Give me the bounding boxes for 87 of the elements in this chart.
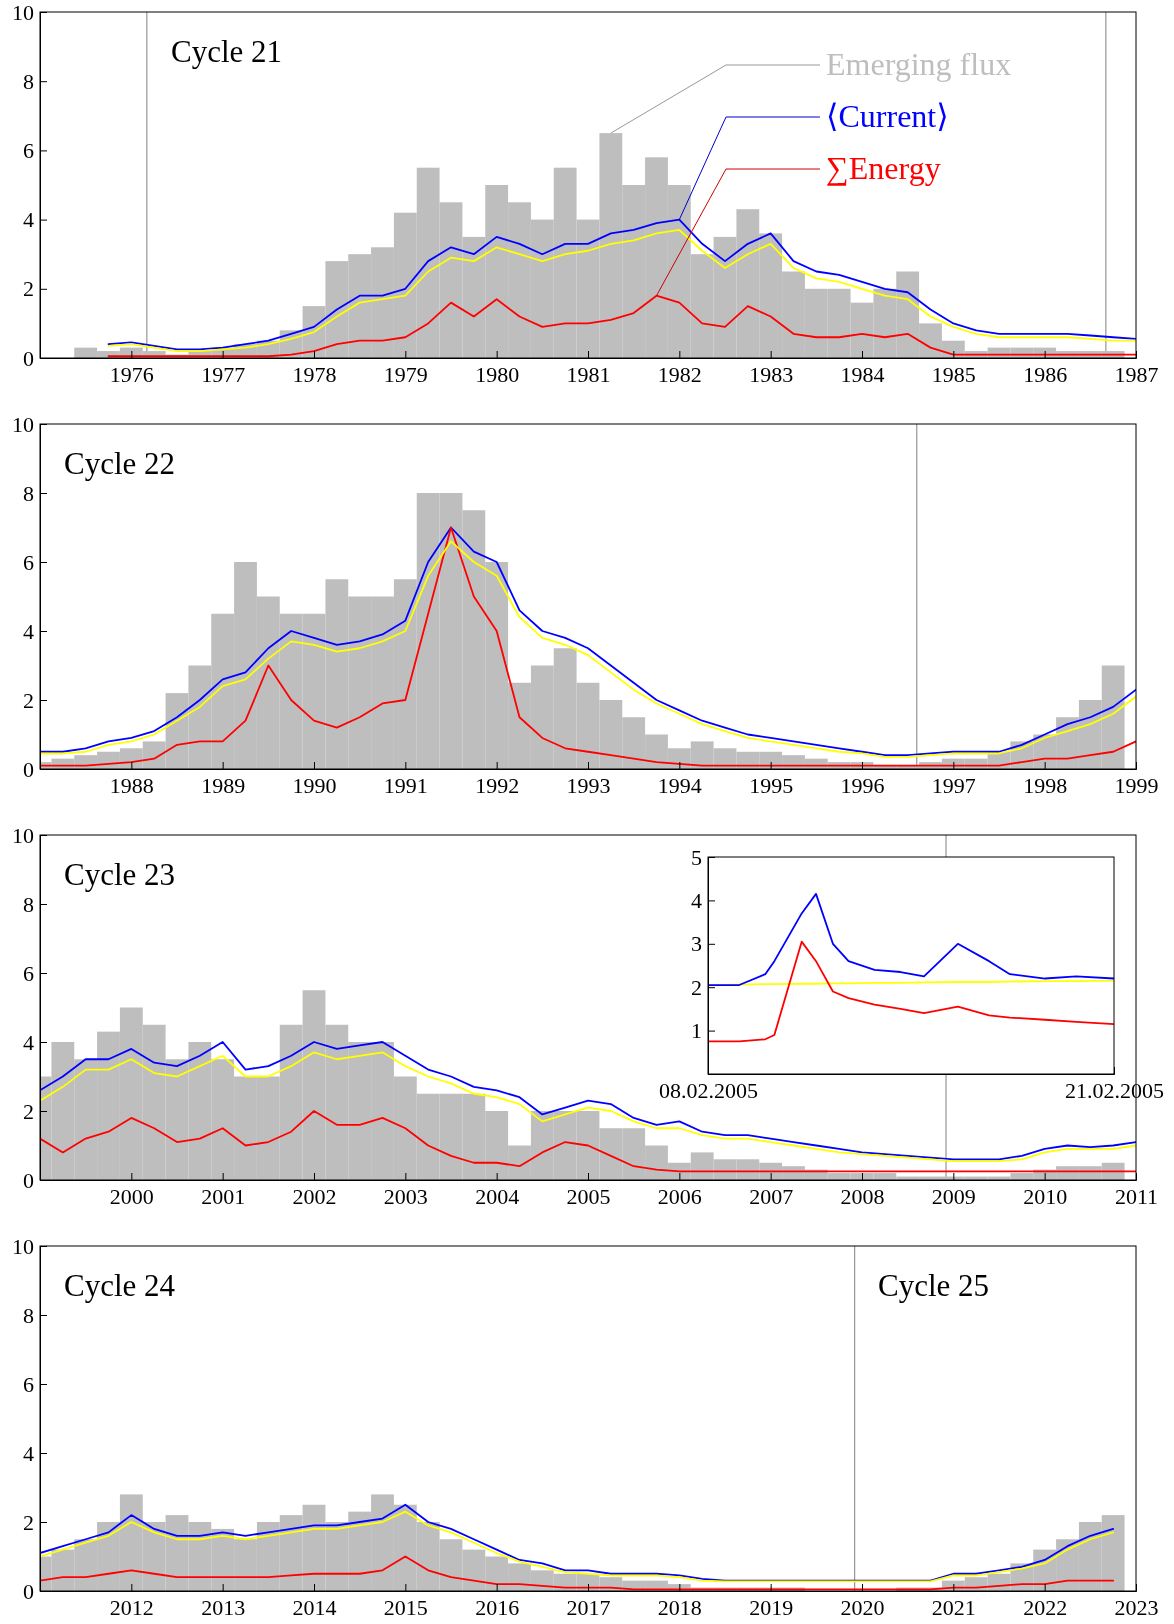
y-tick-label: 4 [23,1029,34,1055]
y-tick-label: 2 [23,1509,34,1535]
x-tick-label: 2019 [749,1594,794,1620]
x-tick-label: 2008 [840,1183,885,1209]
y-tick-label: 2 [23,1098,34,1124]
x-tick-label: 1979 [383,361,428,387]
y-tick-label: 5 [691,844,702,870]
x-tick-label: 1997 [931,772,976,798]
y-tick-label: 10 [12,1233,34,1259]
x-tick-label: 21.02.2005 [1065,1077,1164,1103]
y-tick-label: 4 [23,1440,34,1466]
y-tick-label: 2 [23,687,34,713]
y-tick-label: 10 [12,0,34,25]
y-tick-label: 4 [23,207,34,233]
x-tick-label: 2018 [657,1594,702,1620]
x-tick-label: 2011 [1114,1183,1159,1209]
x-tick-label: 1978 [292,361,337,387]
y-tick-label: 8 [23,68,34,94]
annotation: Cycle 25 [878,1268,990,1303]
x-tick-label: 2012 [109,1594,154,1620]
x-tick-label: 2013 [201,1594,246,1620]
x-tick-label: 2002 [292,1183,337,1209]
x-tick-label: 1980 [475,361,520,387]
x-tick-label: 2020 [840,1594,885,1620]
x-tick-label: 1984 [840,361,885,387]
x-tick-label: 1982 [657,361,702,387]
annotation: Cycle 23 [64,857,176,892]
y-tick-label: 8 [23,1302,34,1328]
x-tick-label: 1998 [1023,772,1068,798]
y-tick-label: 6 [23,1371,34,1397]
annotation: Cycle 24 [64,1268,176,1303]
x-tick-label: 1996 [840,772,885,798]
x-tick-label: 2014 [292,1594,337,1620]
y-tick-label: 0 [23,756,34,782]
x-tick-label: 1995 [749,772,794,798]
x-tick-label: 2017 [566,1594,611,1620]
x-tick-label: 1988 [109,772,154,798]
x-tick-label: 1992 [475,772,520,798]
x-tick-label: 2000 [109,1183,154,1209]
x-tick-label: 1994 [657,772,702,798]
y-tick-label: 4 [691,887,702,913]
x-tick-label: 1983 [749,361,794,387]
x-tick-label: 2016 [475,1594,520,1620]
x-tick-label: 1993 [566,772,611,798]
y-tick-label: 0 [23,1578,34,1604]
y-tick-label: 0 [23,345,34,371]
text: ⟨Current⟩ [826,98,949,134]
x-tick-label: 08.02.2005 [659,1077,758,1103]
y-tick-label: 8 [23,480,34,506]
y-tick-label: 6 [23,549,34,575]
y-tick-label: 2 [23,276,34,302]
text: Emerging flux [826,46,1012,82]
y-tick-label: 2 [691,974,702,1000]
x-tick-label: 1990 [292,772,337,798]
x-tick-label: 1981 [566,361,611,387]
x-tick-label: 2007 [749,1183,794,1209]
y-tick-label: 6 [23,960,34,986]
x-tick-label: 2015 [383,1594,428,1620]
x-tick-label: 1987 [1114,361,1159,387]
x-tick-label: 2010 [1023,1183,1068,1209]
x-tick-label: 1999 [1114,772,1159,798]
x-tick-label: 1991 [383,772,428,798]
text: ∑Energy [826,150,941,186]
y-tick-label: 6 [23,137,34,163]
y-tick-label: 1 [691,1018,702,1044]
x-tick-label: 2022 [1023,1594,1068,1620]
x-tick-label: 1976 [109,361,154,387]
x-tick-label: 1986 [1023,361,1068,387]
x-tick-label: 1985 [931,361,976,387]
y-tick-label: 8 [23,891,34,917]
annotation: Cycle 22 [64,446,176,481]
x-tick-label: 2006 [657,1183,702,1209]
y-tick-label: 0 [23,1167,34,1193]
x-tick-label: 2003 [383,1183,428,1209]
y-tick-label: 10 [12,822,34,848]
y-tick-label: 3 [691,931,702,957]
x-tick-label: 2009 [931,1183,976,1209]
y-tick-label: 10 [12,411,34,437]
x-tick-label: 1977 [201,361,246,387]
x-tick-label: 2005 [566,1183,611,1209]
y-tick-label: 4 [23,618,34,644]
x-tick-label: 2004 [475,1183,520,1209]
x-tick-label: 2021 [931,1594,976,1620]
x-tick-label: 1989 [201,772,246,798]
x-tick-label: 2023 [1114,1594,1159,1620]
x-tick-label: 2001 [201,1183,246,1209]
annotation: Cycle 21 [171,34,283,69]
